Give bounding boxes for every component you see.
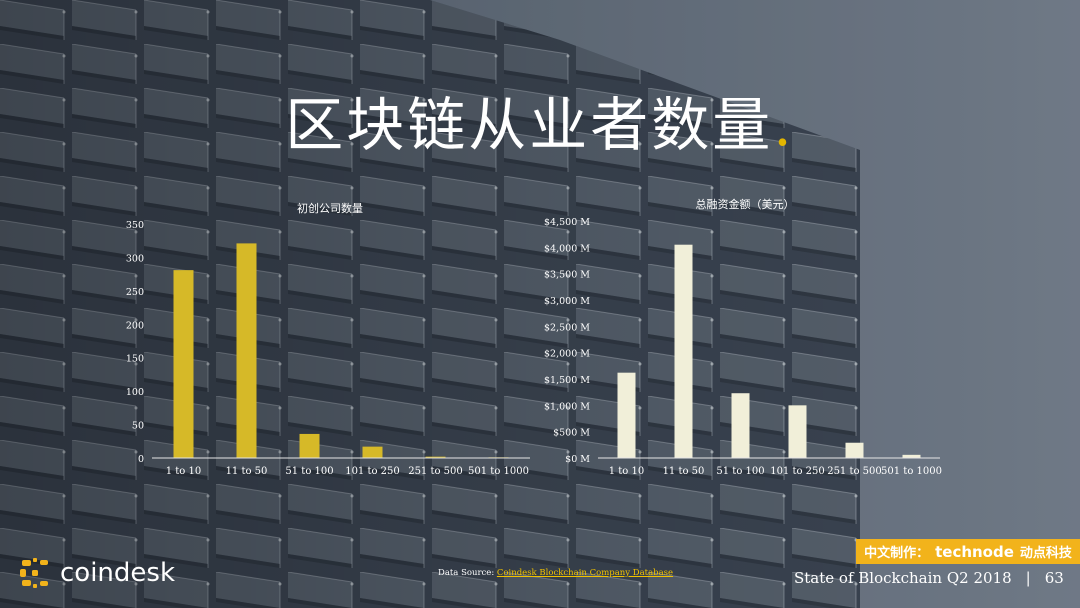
translation-badge: 中文制作： technode 动点科技 (856, 539, 1080, 564)
total-funding-ytick-label: $4,000 M (544, 243, 590, 254)
total-funding-bar (731, 393, 750, 458)
total-funding-ytick-label: $4,500 M (544, 217, 590, 228)
total-funding-bar (845, 442, 864, 458)
total-funding-xtick-label: 1 to 10 (609, 466, 644, 477)
startup-count-bar (425, 456, 446, 458)
startup-count-xtick-label: 11 to 50 (226, 466, 268, 477)
total-funding-ytick-label: $3,000 M (544, 296, 590, 307)
slide-title: 区块链从业者数量. (0, 78, 1080, 162)
startup-count-xtick-label: 101 to 250 (345, 466, 400, 477)
startup-count-xtick-label: 251 to 500 (408, 466, 463, 477)
total-funding-bar (902, 454, 921, 458)
total-funding-ytick-label: $0 M (565, 454, 590, 465)
total-funding-ytick-label: $500 M (553, 428, 590, 439)
total-funding-ytick-label: $1,000 M (544, 401, 590, 412)
report-name: State of Blockchain Q2 2018 (794, 569, 1012, 587)
total-funding-bar (617, 372, 636, 458)
total-funding-ytick-label: $1,500 M (544, 375, 590, 386)
data-source-link[interactable]: Coindesk Blockchain Company Database (496, 568, 674, 578)
coindesk-logo-text: coindesk (60, 558, 176, 588)
startup-count-title: 初创公司数量 (297, 201, 363, 215)
startup-count-bar (173, 270, 194, 458)
startup-count-xtick-label: 1 to 10 (166, 466, 201, 477)
startup-count-ytick-label: 50 (132, 421, 144, 432)
total-funding-ytick-label: $3,500 M (544, 270, 590, 281)
total-funding-ytick-label: $2,000 M (544, 349, 590, 360)
total-funding-bar (788, 405, 807, 458)
data-source: Data Source: Coindesk Blockchain Company… (438, 568, 673, 578)
total-funding-xtick-label: 51 to 100 (716, 466, 764, 477)
total-funding-xtick-label: 251 to 500 (827, 466, 882, 477)
startup-count-ytick-label: 150 (126, 354, 144, 365)
total-funding-title: 总融资金额（美元） (696, 197, 795, 211)
badge-brand: technode (935, 542, 1014, 561)
data-source-prefix: Data Source: (438, 568, 497, 578)
startup-count-ytick-label: 0 (138, 454, 144, 465)
footer-separator: | (1025, 569, 1031, 587)
startup-count-ytick-label: 350 (126, 220, 144, 231)
startup-count-bar (236, 243, 257, 458)
page-number: 63 (1044, 569, 1064, 587)
total-funding-ytick-label: $2,500 M (544, 322, 590, 333)
startup-count-xtick-label: 51 to 100 (285, 466, 333, 477)
startup-count-bar (362, 446, 383, 458)
title-dot: . (773, 91, 795, 159)
coindesk-logo: coindesk (18, 556, 175, 590)
startup-count-ytick-label: 300 (126, 253, 144, 264)
badge-prefix: 中文制作： (864, 546, 930, 561)
total-funding-xtick-label: 101 to 250 (770, 466, 825, 477)
total-funding-xtick-label: 11 to 50 (663, 466, 705, 477)
startup-count-xtick-label: 501 to 1000 (468, 466, 529, 477)
startup-count-ytick-label: 200 (126, 320, 144, 331)
title-text: 区块链从业者数量 (285, 91, 774, 159)
total-funding-xtick-label: 501 to 1000 (881, 466, 942, 477)
startup-count-ytick-label: 250 (126, 287, 144, 298)
startup-count-bar (299, 433, 320, 458)
startup-count-ytick-label: 100 (126, 387, 144, 398)
badge-suffix: 动点科技 (1019, 546, 1072, 561)
coindesk-logo-icon (20, 558, 48, 588)
total-funding-bar (674, 244, 693, 458)
report-footer: State of Blockchain Q2 2018 | 63 (794, 569, 1064, 587)
